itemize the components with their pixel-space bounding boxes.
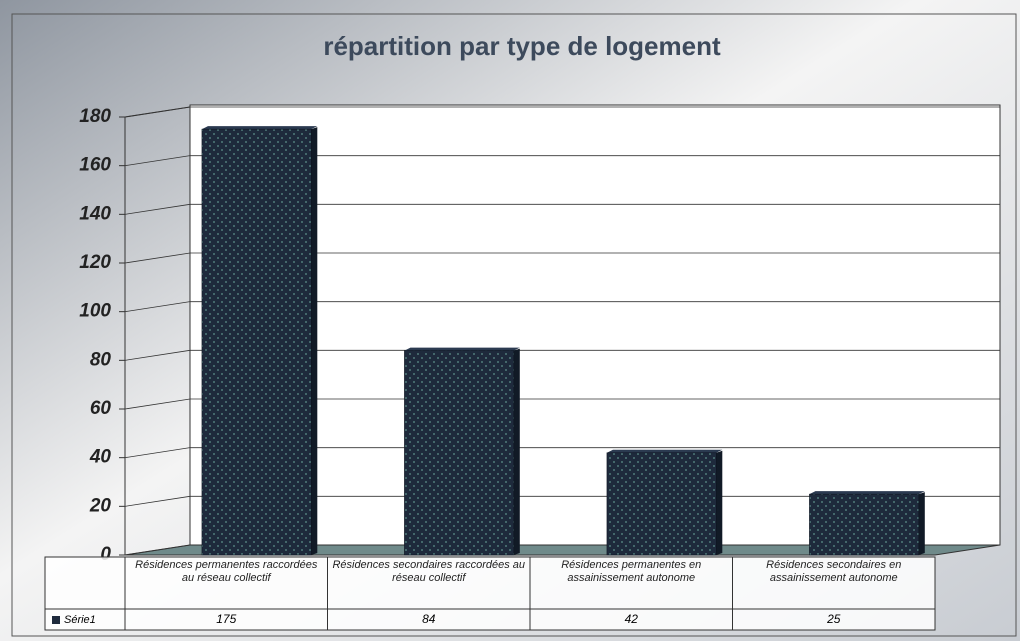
y-tick-label: 20: [89, 495, 112, 516]
y-tick-label: 60: [90, 398, 112, 419]
bar: [606, 452, 717, 556]
table-value: 42: [625, 612, 639, 626]
bar-side: [311, 127, 318, 556]
grid-line: [124, 398, 1000, 410]
frame: [11, 13, 1017, 637]
bar-side: [716, 450, 723, 555]
grid-line: [124, 447, 1000, 459]
grid-line: [124, 544, 1000, 556]
x-label-box: Résidences secondaires en assainissement…: [766, 559, 902, 584]
data-table: [44, 556, 936, 631]
grid-line: [124, 301, 1000, 313]
bar-side: [513, 348, 520, 555]
legend-label: Série1: [64, 614, 96, 626]
y-tick-label: 0: [100, 544, 111, 565]
bar-top: [606, 449, 723, 453]
bar-top: [404, 347, 520, 351]
table-value: 25: [826, 612, 841, 626]
grid-line: [124, 495, 1000, 507]
y-tick-label: 160: [79, 155, 111, 176]
table-value: 84: [422, 612, 436, 626]
bar-top: [201, 126, 318, 130]
bar: [809, 493, 920, 556]
y-tick-label: 40: [89, 447, 112, 468]
grid-line: [124, 349, 1000, 361]
x-label-box: Résidences permanentes en assainissement…: [561, 559, 702, 584]
bar-side: [918, 492, 925, 555]
table-value: 175: [216, 612, 236, 626]
depth-axis: [124, 106, 191, 118]
bar-top: [809, 491, 925, 495]
x-tick-label: Résidences permanentes raccordées au rés…: [135, 559, 318, 584]
grid-line: [124, 203, 1000, 215]
x-label-box: Résidences permanentes raccordées au rés…: [135, 559, 318, 584]
grid-line: [124, 252, 1000, 264]
y-tick-label: 100: [79, 301, 111, 322]
legend-swatch: [52, 616, 60, 624]
y-tick-label: 140: [79, 203, 111, 224]
y-tick-label: 80: [90, 349, 112, 370]
bar: [201, 128, 312, 556]
x-tick-label: Résidences permanentes en assainissement…: [561, 559, 702, 584]
y-tick-label: 120: [79, 252, 111, 273]
grid-line: [124, 155, 1000, 167]
y-tick-label: 180: [79, 106, 111, 127]
chart-title: répartition par type de logement: [323, 31, 721, 61]
x-tick-label: Résidences secondaires raccordées au rés…: [332, 559, 526, 584]
x-label-box: Résidences secondaires raccordées au rés…: [332, 559, 526, 584]
bar: [404, 350, 515, 556]
x-tick-label: Résidences secondaires en assainissement…: [766, 559, 902, 584]
